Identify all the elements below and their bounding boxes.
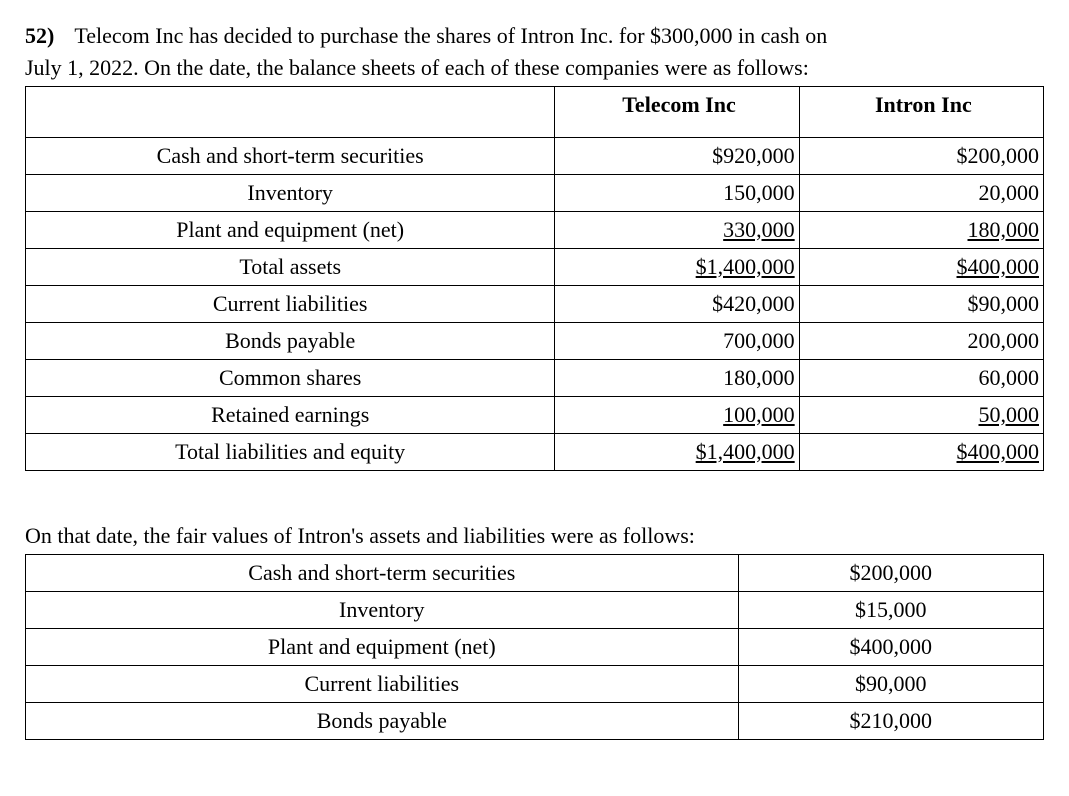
table-row: Total liabilities and equity$1,400,000$4… — [26, 433, 1044, 470]
fv-value: $15,000 — [738, 591, 1043, 628]
row-telecom-value: $1,400,000 — [555, 433, 799, 470]
fv-label: Plant and equipment (net) — [26, 628, 739, 665]
row-intron-value: 180,000 — [799, 211, 1043, 248]
row-label: Bonds payable — [26, 322, 555, 359]
fv-label: Bonds payable — [26, 702, 739, 739]
table-row: Common shares180,00060,000 — [26, 359, 1044, 396]
row-label: Plant and equipment (net) — [26, 211, 555, 248]
table-row: Bonds payable700,000200,000 — [26, 322, 1044, 359]
row-intron-value: $400,000 — [799, 433, 1043, 470]
row-telecom-value: $1,400,000 — [555, 248, 799, 285]
fv-value: $210,000 — [738, 702, 1043, 739]
row-label: Total liabilities and equity — [26, 433, 555, 470]
row-telecom-value: $420,000 — [555, 285, 799, 322]
row-label: Retained earnings — [26, 396, 555, 433]
row-label: Common shares — [26, 359, 555, 396]
row-telecom-value: $920,000 — [555, 137, 799, 174]
table-row: Total assets$1,400,000$400,000 — [26, 248, 1044, 285]
row-intron-value: 50,000 — [799, 396, 1043, 433]
table-row: Plant and equipment (net)$400,000 — [26, 628, 1044, 665]
table-row: Current liabilities$420,000$90,000 — [26, 285, 1044, 322]
row-label: Total assets — [26, 248, 555, 285]
table-row: Cash and short-term securities$920,000$2… — [26, 137, 1044, 174]
fv-value: $200,000 — [738, 554, 1043, 591]
table-row: Inventory$15,000 — [26, 591, 1044, 628]
row-telecom-value: 180,000 — [555, 359, 799, 396]
row-telecom-value: 330,000 — [555, 211, 799, 248]
row-intron-value: 200,000 — [799, 322, 1043, 359]
row-telecom-value: 700,000 — [555, 322, 799, 359]
question-line2: July 1, 2022. On the date, the balance s… — [25, 55, 809, 80]
row-intron-value: 60,000 — [799, 359, 1043, 396]
table-header-row: Telecom Inc Intron Inc — [26, 86, 1044, 123]
header-intron: Intron Inc — [799, 86, 1043, 123]
row-intron-value: 20,000 — [799, 174, 1043, 211]
row-intron-value: $400,000 — [799, 248, 1043, 285]
fv-label: Cash and short-term securities — [26, 554, 739, 591]
fv-value: $400,000 — [738, 628, 1043, 665]
table-row: Bonds payable$210,000 — [26, 702, 1044, 739]
row-intron-value: $90,000 — [799, 285, 1043, 322]
row-label: Inventory — [26, 174, 555, 211]
question-prompt: 52) Telecom Inc has decided to purchase t… — [25, 20, 1044, 84]
row-intron-value: $200,000 — [799, 137, 1043, 174]
fair-values-table: Cash and short-term securities$200,000In… — [25, 554, 1044, 740]
fv-label: Inventory — [26, 591, 739, 628]
table-row: Current liabilities$90,000 — [26, 665, 1044, 702]
header-blank — [26, 86, 555, 123]
row-telecom-value: 150,000 — [555, 174, 799, 211]
header-telecom: Telecom Inc — [555, 86, 799, 123]
row-label: Cash and short-term securities — [26, 137, 555, 174]
question-line1: Telecom Inc has decided to purchase the … — [74, 23, 827, 48]
table-row: Plant and equipment (net)330,000180,000 — [26, 211, 1044, 248]
row-label: Current liabilities — [26, 285, 555, 322]
table-row: Cash and short-term securities$200,000 — [26, 554, 1044, 591]
table-row: Retained earnings100,00050,000 — [26, 396, 1044, 433]
balance-sheet-table: Telecom Inc Intron Inc Cash and short-te… — [25, 86, 1044, 471]
question-number: 52) — [25, 23, 54, 48]
fv-label: Current liabilities — [26, 665, 739, 702]
fair-values-intro: On that date, the fair values of Intron'… — [25, 521, 1044, 552]
table-row: Inventory150,00020,000 — [26, 174, 1044, 211]
row-telecom-value: 100,000 — [555, 396, 799, 433]
spacer-row — [26, 123, 1044, 138]
fv-value: $90,000 — [738, 665, 1043, 702]
